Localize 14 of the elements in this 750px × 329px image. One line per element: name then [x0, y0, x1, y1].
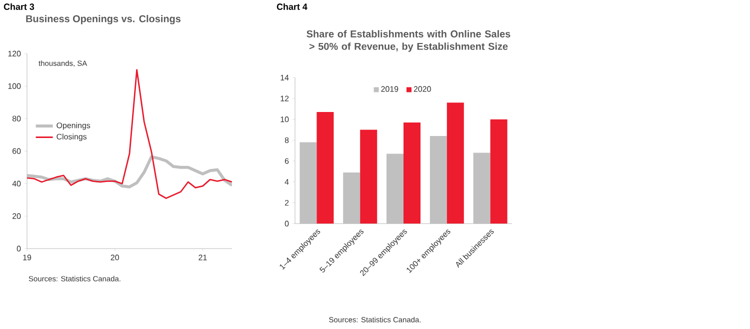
chart-title: Share of Establishments with Online Sales > 50% of Revenue, by Establishment Size [306, 30, 510, 52]
bar [386, 154, 404, 224]
bar [360, 130, 378, 224]
bar [404, 122, 421, 224]
bar [446, 102, 464, 224]
bar [430, 136, 447, 224]
bar [300, 142, 317, 224]
chart-title: Business Openings vs. Closings [26, 15, 181, 24]
bar [316, 112, 334, 224]
caption: Chart 3 [4, 4, 34, 10]
bar [343, 172, 360, 224]
bar [490, 120, 508, 224]
caption: Chart 4 [276, 4, 308, 10]
bar [473, 152, 490, 224]
